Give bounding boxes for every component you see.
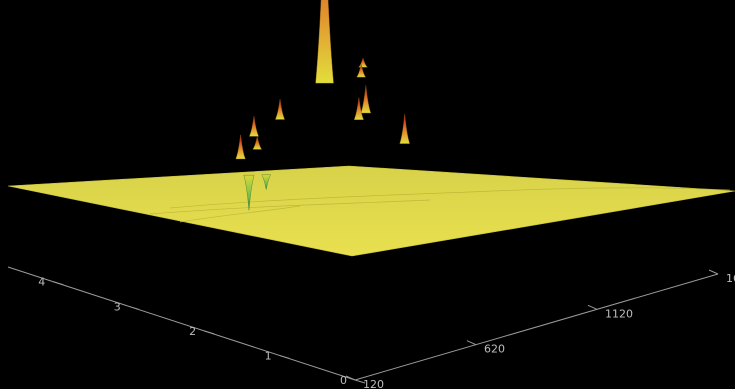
y-tick-mark xyxy=(354,379,366,384)
surface-peak xyxy=(353,97,364,120)
y-tick-mark xyxy=(53,281,64,286)
x-axis-line xyxy=(354,273,719,381)
x-tick-mark xyxy=(466,340,477,346)
y-tick-mark xyxy=(203,330,215,335)
y-tick-mark xyxy=(279,354,290,359)
y-axis-line xyxy=(7,266,356,381)
x-tick-mark xyxy=(587,304,598,310)
x-tick-label: 162 xyxy=(726,272,735,285)
surface-peak xyxy=(235,134,246,160)
x-tick-label: 120 xyxy=(363,378,384,389)
y-tick-label: 0 xyxy=(340,374,347,387)
y-tick-label: 3 xyxy=(114,300,121,313)
surface-plane xyxy=(7,165,735,257)
surface-trough xyxy=(261,174,272,191)
surface-peak xyxy=(252,135,263,150)
y-tick-mark xyxy=(128,305,139,310)
x-tick-mark xyxy=(345,375,356,381)
x-tick-mark xyxy=(708,269,719,275)
surface-peak xyxy=(360,85,372,114)
surface-peak xyxy=(356,63,366,78)
surface-peak xyxy=(315,0,334,84)
peaks-layer xyxy=(235,0,410,211)
surface-trough xyxy=(243,174,255,211)
axes-box xyxy=(7,266,719,381)
surface-peak xyxy=(249,116,259,137)
y-tick-label: 4 xyxy=(38,276,45,289)
surface-peak xyxy=(399,114,410,144)
surface-ridges xyxy=(149,187,731,223)
ticks-layer: 120620112016201234 xyxy=(38,269,735,389)
surface-peak xyxy=(358,57,368,68)
y-tick-label: 2 xyxy=(189,325,196,338)
y-tick-label: 1 xyxy=(265,349,272,362)
surface-peak xyxy=(275,99,285,120)
x-tick-label: 1120 xyxy=(605,307,633,320)
x-tick-label: 620 xyxy=(484,343,505,356)
